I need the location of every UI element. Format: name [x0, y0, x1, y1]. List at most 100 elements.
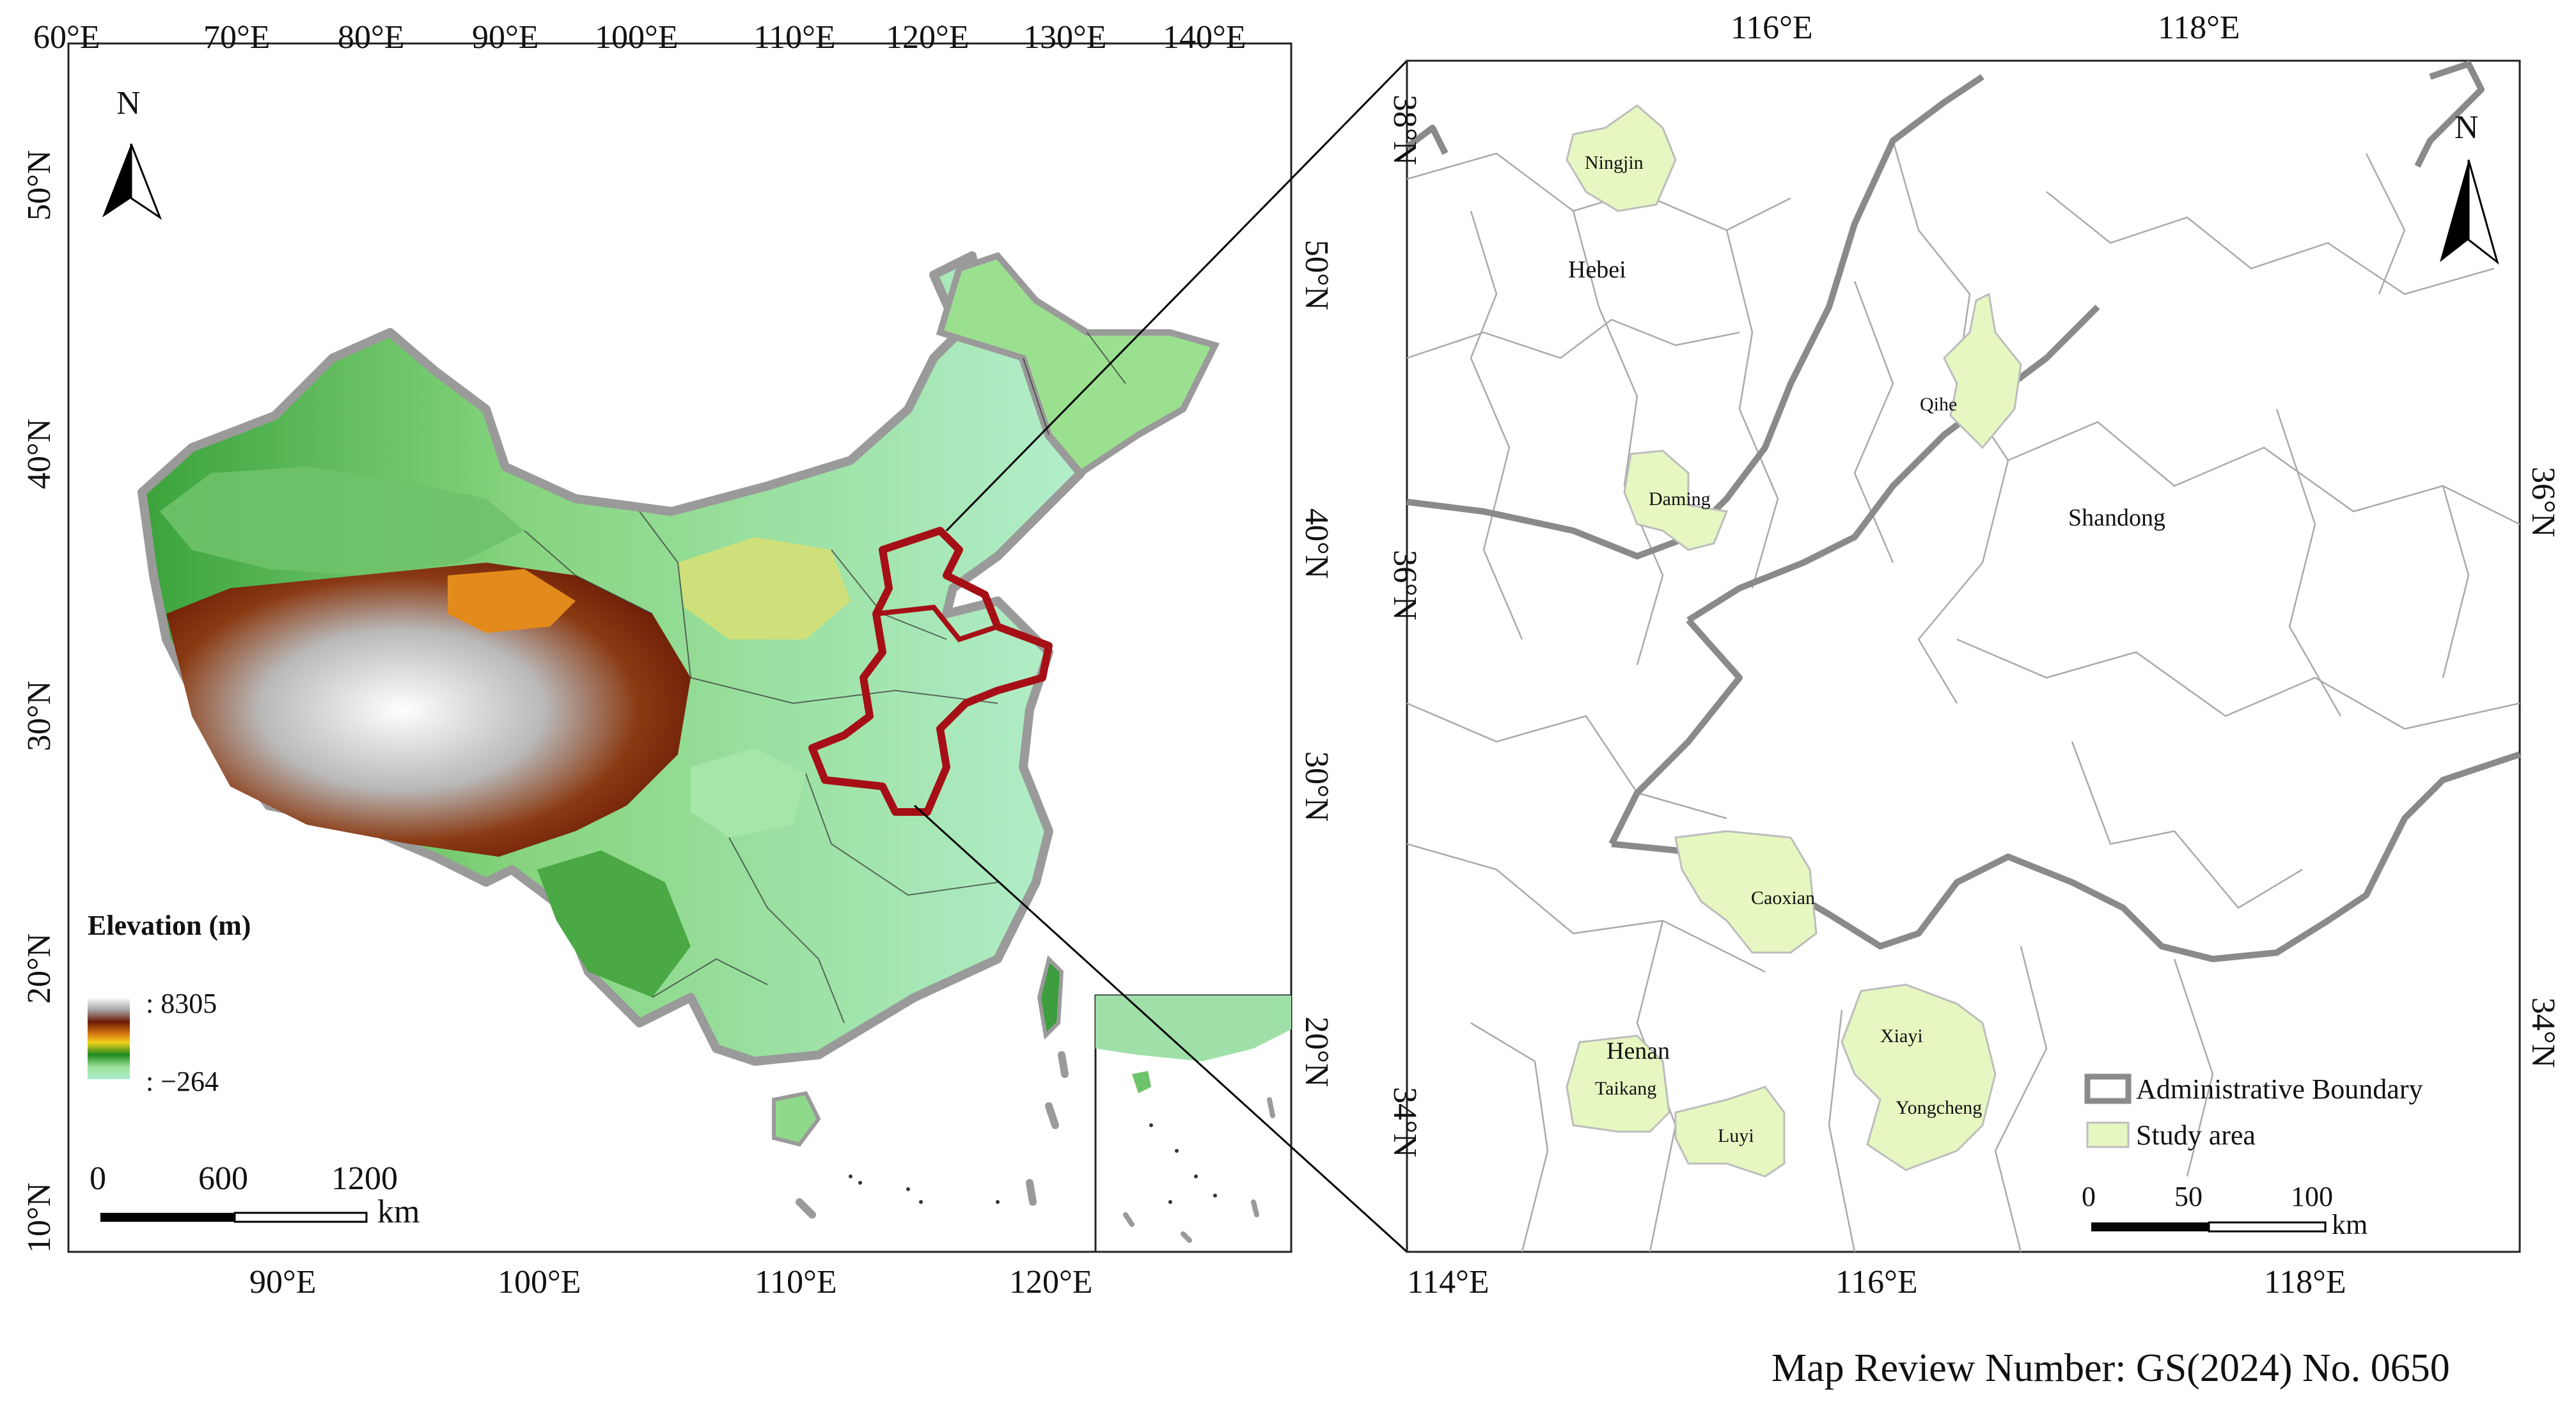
- county-daming: [1623, 449, 1729, 551]
- svg-text:110°E: 110°E: [755, 1264, 837, 1300]
- map-review-number: Map Review Number: GS(2024) No. 0650: [1771, 1346, 2450, 1390]
- county-luyi: [1674, 1086, 1786, 1178]
- right-scale-tick-1: 50: [2174, 1181, 2203, 1212]
- zoom-connector-lines: [913, 59, 1408, 1253]
- legend-boundary-swatch: [2084, 1073, 2132, 1104]
- left-lat-labels-right: 50°N 40°N 30°N 20°N: [1298, 240, 1335, 1087]
- scattered-islands: [849, 1174, 1000, 1204]
- left-scale-tick-0: 0: [90, 1160, 106, 1197]
- svg-text:30°N: 30°N: [1298, 751, 1335, 822]
- left-north-label: N: [116, 85, 141, 121]
- elevation-ramp: [88, 997, 130, 1079]
- county-qihe: [1943, 292, 2022, 449]
- svg-text:116°E: 116°E: [1731, 10, 1813, 46]
- elevation-legend-title: Elevation (m): [88, 910, 251, 941]
- yunnan-highland: [537, 850, 691, 997]
- right-scale-unit: km: [2332, 1209, 2368, 1240]
- svg-text:10°N: 10°N: [21, 1183, 58, 1253]
- inset-islands: [1149, 1123, 1217, 1204]
- svg-text:90°E: 90°E: [249, 1264, 317, 1300]
- county-caoxian: [1674, 830, 1818, 954]
- elevation-legend: Elevation (m) : 8305 : −264: [88, 910, 251, 1097]
- legend-boundary-label: Administrative Boundary: [2136, 1073, 2423, 1105]
- left-scale-bar: 0 600 1200 km: [90, 1160, 420, 1230]
- right-scale-bar: 0 50 100 km: [2082, 1181, 2368, 1240]
- study-area-polygons: [1566, 104, 2022, 1178]
- right-north-arrow-icon: [2440, 159, 2499, 265]
- svg-text:50°N: 50°N: [21, 150, 58, 221]
- svg-text:34°N: 34°N: [2525, 997, 2561, 1068]
- svg-text:20°N: 20°N: [1298, 1017, 1335, 1087]
- left-map-panel: N Elevation (m) : 8305 : −264 0 600 1200…: [21, 19, 1335, 1300]
- svg-text:34°N: 34°N: [1386, 1087, 1423, 1157]
- label-xiayi: Xiayi: [1880, 1026, 1923, 1047]
- county-ningjin: [1566, 104, 1677, 212]
- svg-text:80°E: 80°E: [338, 19, 405, 56]
- hainan-island: [772, 1091, 821, 1147]
- label-taikang: Taikang: [1595, 1078, 1656, 1099]
- left-lat-labels-left: 50°N 40°N 30°N 20°N 10°N: [21, 150, 58, 1253]
- svg-text:114°E: 114°E: [1407, 1264, 1489, 1300]
- sichuan-basin: [691, 748, 806, 838]
- svg-text:140°E: 140°E: [1163, 19, 1246, 56]
- province-boundaries: [1405, 61, 2521, 962]
- svg-text:38°N: 38°N: [1386, 95, 1423, 165]
- study-region-highlight: [808, 527, 1053, 816]
- left-top-lon-labels: 60°E 70°E 80°E 90°E 100°E 110°E 120°E 13…: [33, 19, 1246, 56]
- legend-study-swatch: [2086, 1121, 2130, 1148]
- right-map-panel: Ningjin Qihe Daming Caoxian Xiayi Yongch…: [1386, 10, 2561, 1300]
- left-scale-tick-2: 1200: [331, 1160, 398, 1197]
- nine-dash-segments: [796, 1051, 1069, 1219]
- legend-study-label: Study area: [2136, 1119, 2256, 1151]
- county-lines: [1406, 140, 2520, 1252]
- province-labels: Hebei Shandong Henan: [1568, 256, 2165, 1065]
- label-caoxian: Caoxian: [1751, 887, 1815, 909]
- svg-text:120°E: 120°E: [1009, 1264, 1093, 1300]
- inset-dashes: [1123, 1097, 1275, 1243]
- svg-text:120°E: 120°E: [886, 19, 970, 56]
- svg-text:130°E: 130°E: [1023, 19, 1107, 56]
- south-china-sea-inset: [1094, 994, 1292, 1253]
- tarim-basin: [160, 467, 524, 575]
- label-luyi: Luyi: [1718, 1125, 1754, 1146]
- county-taikang: [1566, 1034, 1670, 1133]
- right-lat-labels-left: 38°N 36°N 34°N: [1386, 95, 1423, 1157]
- svg-text:20°N: 20°N: [21, 933, 58, 1004]
- left-north-arrow-icon: [102, 143, 162, 220]
- svg-text:40°N: 40°N: [21, 419, 58, 489]
- label-qihe: Qihe: [1920, 394, 1957, 415]
- svg-text:36°N: 36°N: [2525, 467, 2561, 537]
- right-scale-tick-2: 100: [2291, 1181, 2333, 1212]
- svg-text:118°E: 118°E: [2264, 1264, 2346, 1300]
- elevation-min-label: : −264: [146, 1066, 219, 1097]
- province-lines: [524, 332, 1126, 1024]
- right-legend: Administrative Boundary Study area: [2084, 1073, 2423, 1151]
- svg-text:60°E: 60°E: [33, 19, 100, 56]
- left-scale-tick-1: 600: [198, 1160, 248, 1197]
- svg-text:100°E: 100°E: [595, 19, 679, 56]
- label-ningjin: Ningjin: [1585, 152, 1644, 173]
- loess-plateau: [678, 537, 851, 639]
- right-scale-tick-0: 0: [2082, 1181, 2096, 1212]
- taiwan-island: [1037, 955, 1064, 1040]
- left-scale-unit: km: [377, 1194, 420, 1230]
- svg-text:30°N: 30°N: [21, 681, 58, 751]
- qaidam-basin: [448, 569, 576, 633]
- label-hebei: Hebei: [1568, 256, 1626, 283]
- svg-text:70°E: 70°E: [203, 19, 271, 56]
- label-yongcheng: Yongcheng: [1896, 1097, 1982, 1118]
- right-top-lon-labels: 116°E 118°E: [1731, 10, 2240, 46]
- study-region-inner-line: [876, 604, 999, 643]
- right-bottom-lon-labels: 114°E 116°E 118°E: [1407, 1264, 2346, 1300]
- label-daming: Daming: [1649, 488, 1711, 510]
- svg-text:40°N: 40°N: [1298, 508, 1335, 579]
- svg-text:100°E: 100°E: [498, 1264, 581, 1300]
- china-elevation-map: [137, 251, 1220, 1219]
- county-labels: Ningjin Qihe Daming Caoxian Xiayi Yongch…: [1585, 152, 1982, 1146]
- right-north-label: N: [2454, 109, 2479, 146]
- elevation-max-label: : 8305: [146, 988, 217, 1019]
- inset-hainan: [1132, 1071, 1151, 1093]
- svg-text:110°E: 110°E: [753, 19, 836, 56]
- inset-coast: [1096, 995, 1291, 1061]
